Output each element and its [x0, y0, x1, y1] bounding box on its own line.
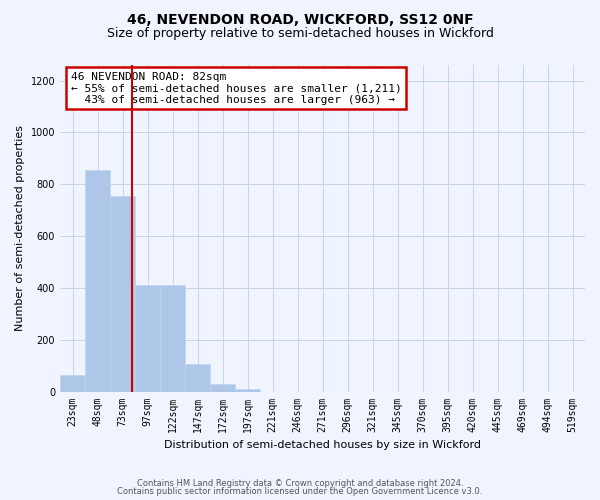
Bar: [235, 389, 260, 392]
Y-axis label: Number of semi-detached properties: Number of semi-detached properties: [15, 126, 25, 332]
X-axis label: Distribution of semi-detached houses by size in Wickford: Distribution of semi-detached houses by …: [164, 440, 481, 450]
Text: Contains public sector information licensed under the Open Government Licence v3: Contains public sector information licen…: [118, 487, 482, 496]
Bar: [60, 374, 85, 392]
Bar: [135, 286, 160, 392]
Text: Contains HM Land Registry data © Crown copyright and database right 2024.: Contains HM Land Registry data © Crown c…: [137, 478, 463, 488]
Bar: [85, 170, 110, 392]
Bar: [210, 384, 235, 392]
Text: 46 NEVENDON ROAD: 82sqm
← 55% of semi-detached houses are smaller (1,211)
  43% : 46 NEVENDON ROAD: 82sqm ← 55% of semi-de…: [71, 72, 401, 104]
Bar: [185, 364, 210, 392]
Bar: [160, 286, 185, 392]
Text: Size of property relative to semi-detached houses in Wickford: Size of property relative to semi-detach…: [107, 28, 493, 40]
Text: 46, NEVENDON ROAD, WICKFORD, SS12 0NF: 46, NEVENDON ROAD, WICKFORD, SS12 0NF: [127, 12, 473, 26]
Bar: [110, 196, 135, 392]
